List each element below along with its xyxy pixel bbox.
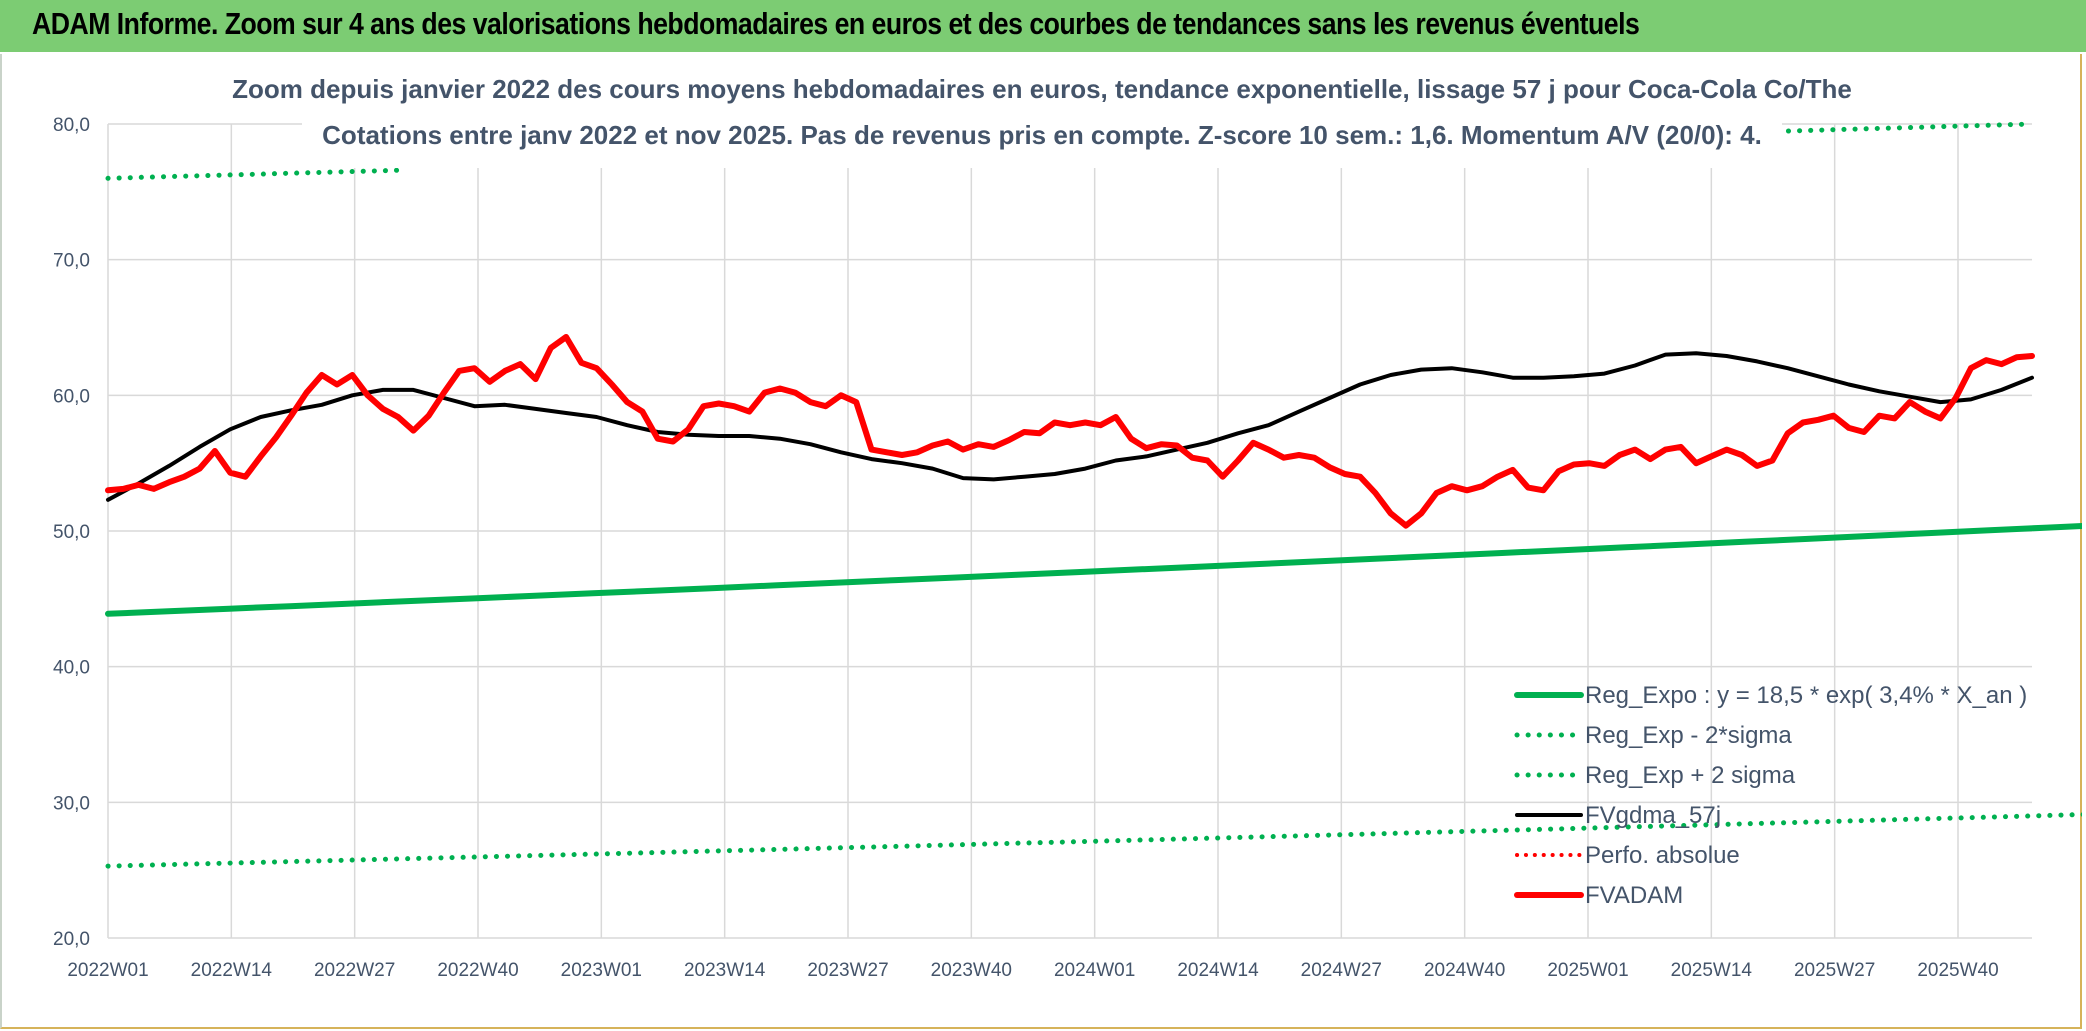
y-tick-label: 50,0 xyxy=(53,522,90,543)
gridlines xyxy=(107,123,2032,939)
x-tick-label: 2025W01 xyxy=(1547,960,1628,981)
line-chart: 20,030,040,050,060,070,080,0 2022W01 2022… xyxy=(53,56,2082,981)
series-line-2-seg-0 xyxy=(105,167,409,181)
chart-frame: 20,0 30,0 40,0 50,0 60,0 70,0 80,0 2022W01 2022… xyxy=(0,54,2082,1029)
legend-label: Reg_Expo : y = 18,5 * exp( 3,4% * X_an ) xyxy=(1585,682,2027,709)
report-banner: ADAM Informe. Zoom sur 4 ans des valoris… xyxy=(0,0,2086,54)
y-tick-label: 20,0 xyxy=(53,929,90,950)
y-tick-label: 80,0 xyxy=(53,115,90,136)
legend-label: Reg_Exp + 2 sigma xyxy=(1585,762,1796,789)
chart-legend: Reg_Expo : y = 18,5 * exp( 3,4% * X_an )… xyxy=(1514,682,2027,909)
y-axis-ticks: 20,0 30,0 40,0 50,0 60,0 70,0 80,0 xyxy=(53,115,90,950)
x-tick-label: 2024W14 xyxy=(1177,960,1259,981)
series-line-3 xyxy=(106,351,2034,502)
x-tick-label: 2024W01 xyxy=(1054,960,1135,981)
y-tick-label: 70,0 xyxy=(53,251,90,272)
x-tick-label: 2022W27 xyxy=(314,960,395,981)
x-tick-label: 2025W27 xyxy=(1794,960,1875,981)
x-tick-label: 2023W01 xyxy=(561,960,642,981)
x-tick-label: 2024W27 xyxy=(1301,960,1382,981)
y-tick-label: 60,0 xyxy=(53,386,90,407)
chart-titles: Zoom depuis janvier 2022 des cours moyen… xyxy=(232,56,1852,168)
series-line-0-seg-0 xyxy=(105,522,2082,617)
x-axis-ticks: 2022W01 2022W14 2022W27 2022W40 2023W01 2023W… xyxy=(67,960,1998,981)
chart-title: Zoom depuis janvier 2022 des cours moyen… xyxy=(232,74,1852,104)
y-tick-label: 30,0 xyxy=(53,793,90,814)
series-line-1-seg-0 xyxy=(105,812,2082,869)
x-tick-label: 2022W14 xyxy=(191,960,273,981)
title-background xyxy=(302,56,1782,168)
chart-subtitle: Cotations entre janv 2022 et nov 2025. P… xyxy=(322,120,1762,150)
legend-label: Perfo. absolue xyxy=(1585,842,1740,869)
legend-label: FVADAM xyxy=(1585,882,1683,909)
x-tick-label: 2024W40 xyxy=(1424,960,1505,981)
legend-label: FVgdma_57j xyxy=(1585,802,1721,829)
series-lines xyxy=(105,121,2082,869)
report-title: ADAM Informe. Zoom sur 4 ans des valoris… xyxy=(32,6,1640,41)
x-tick-label: 2023W14 xyxy=(684,960,766,981)
x-tick-label: 2023W40 xyxy=(931,960,1012,981)
x-tick-label: 2025W40 xyxy=(1917,960,1998,981)
legend-label: Reg_Exp - 2*sigma xyxy=(1585,722,1792,749)
x-tick-label: 2023W27 xyxy=(807,960,888,981)
x-tick-label: 2022W40 xyxy=(437,960,518,981)
y-tick-label: 40,0 xyxy=(53,658,90,679)
x-tick-label: 2022W01 xyxy=(67,960,148,981)
x-tick-label: 2025W14 xyxy=(1671,960,1753,981)
series-line-5 xyxy=(105,334,2035,529)
